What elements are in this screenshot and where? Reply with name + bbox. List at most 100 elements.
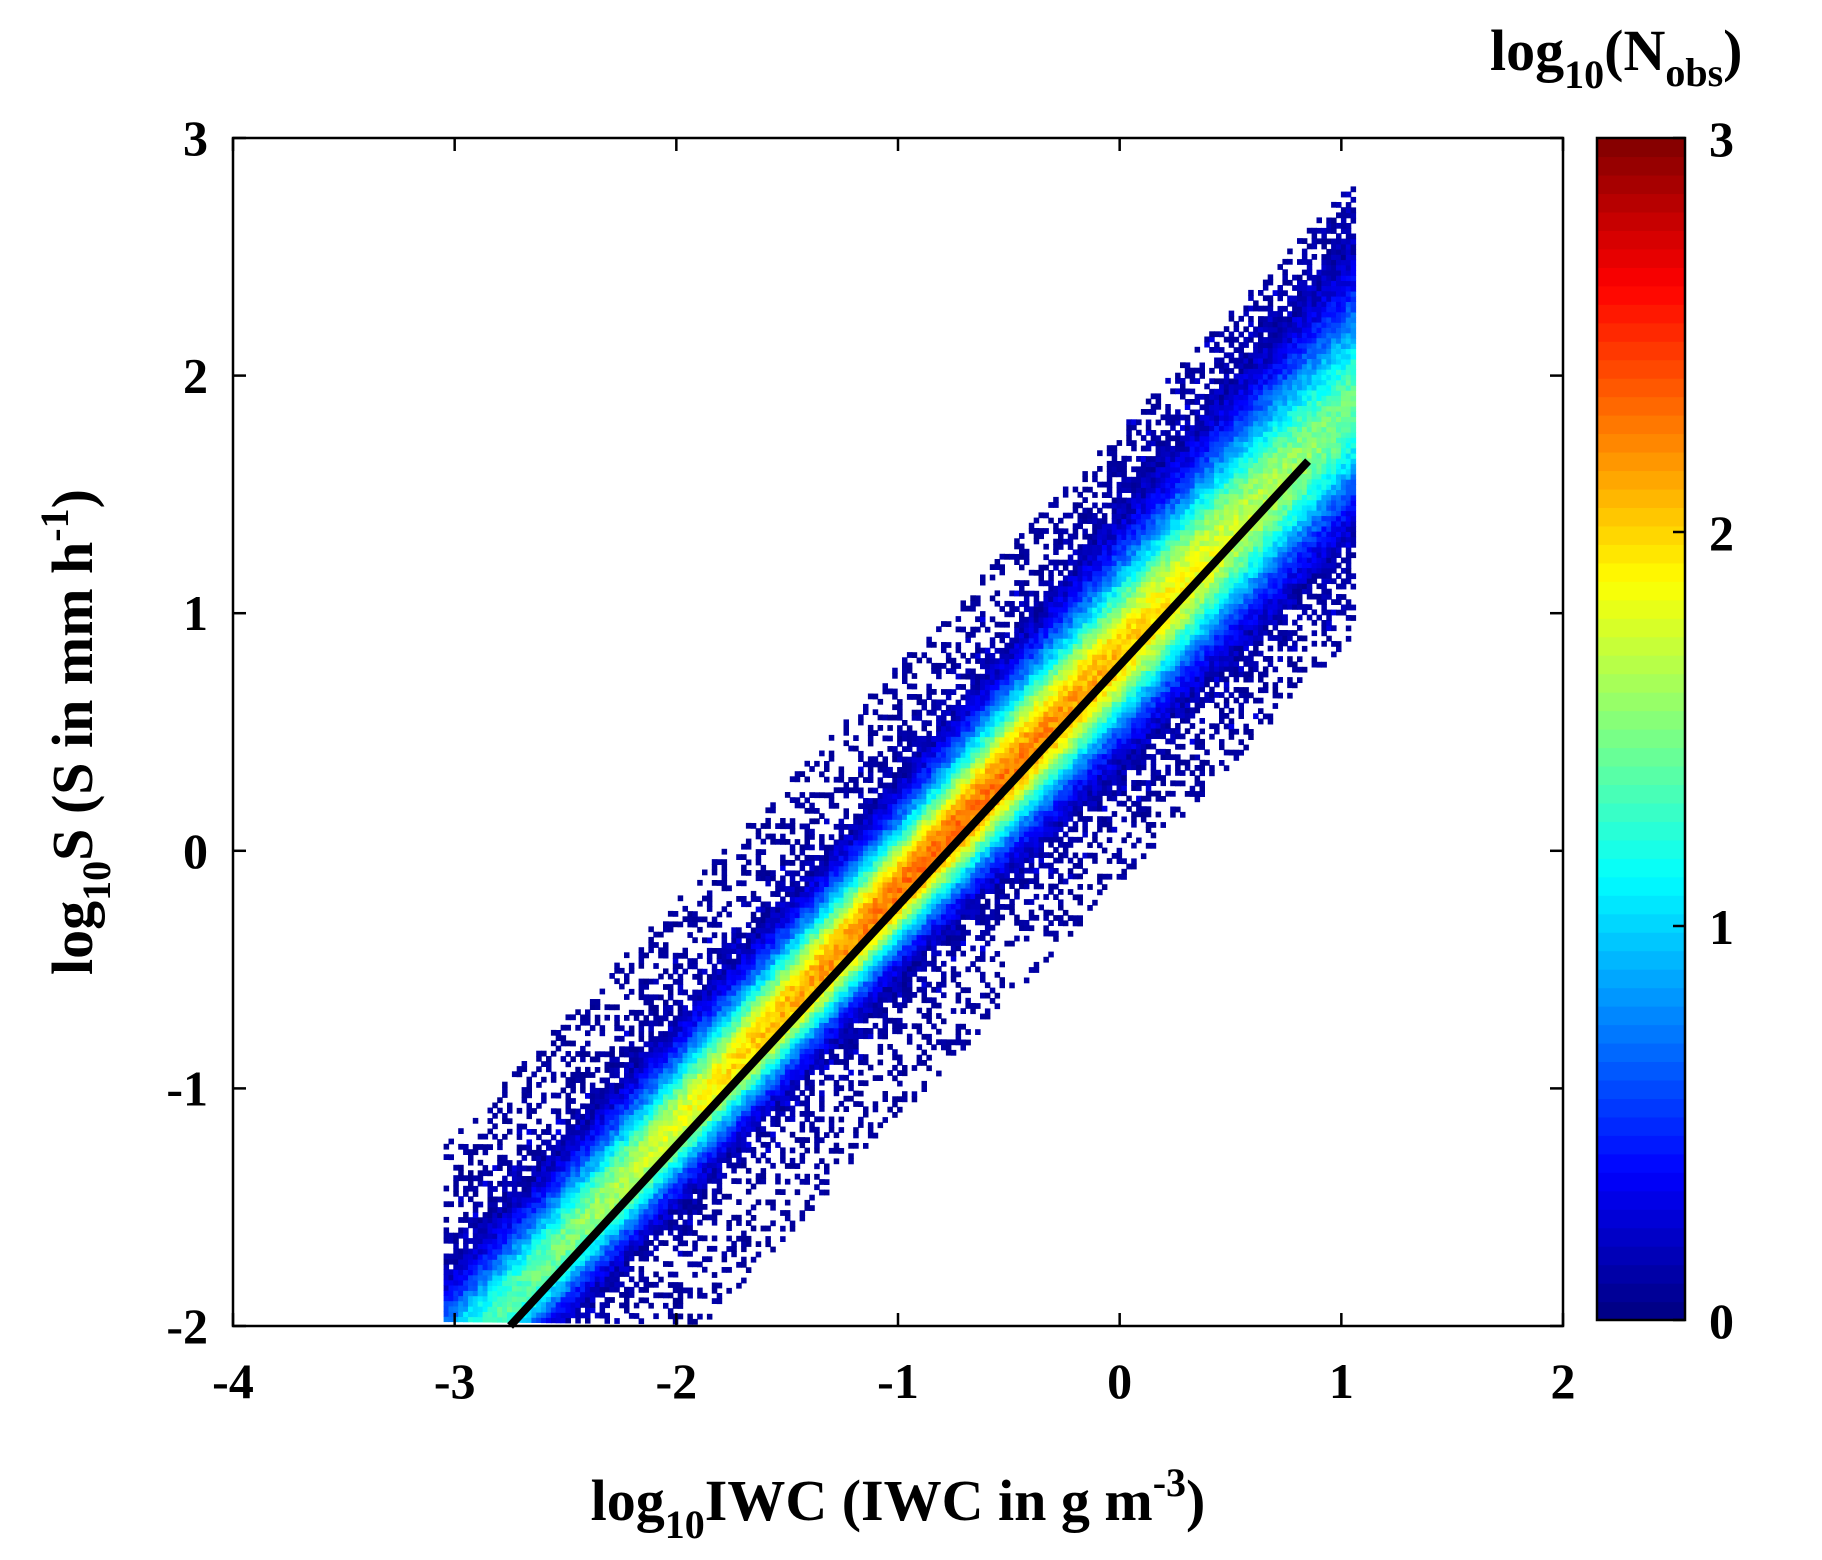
heatmap-cell <box>536 1212 542 1219</box>
heatmap-cell <box>906 908 913 915</box>
heatmap-cell <box>853 782 859 788</box>
heatmap-cell <box>760 1006 767 1012</box>
heatmap-cell <box>789 1225 796 1232</box>
heatmap-cell <box>897 808 903 815</box>
heatmap-cell <box>828 844 835 851</box>
heatmap-cell <box>833 1017 840 1024</box>
heatmap-cell <box>770 1115 776 1122</box>
heatmap-cell <box>541 1228 547 1235</box>
heatmap-cell <box>667 984 674 990</box>
heatmap-cell <box>814 907 820 914</box>
heatmap-cell <box>911 1065 918 1071</box>
heatmap-cell <box>682 1094 688 1100</box>
heatmap-cell <box>667 1130 674 1137</box>
heatmap-cell <box>804 938 810 945</box>
heatmap-cell <box>594 1208 601 1214</box>
heatmap-cell <box>916 694 923 700</box>
heatmap-cell <box>726 1246 732 1252</box>
heatmap-cell <box>877 944 884 951</box>
heatmap-cell <box>658 1046 664 1053</box>
heatmap-cell <box>663 1146 669 1152</box>
heatmap-cell <box>741 1277 747 1284</box>
heatmap-cell <box>921 699 927 706</box>
heatmap-cell <box>853 881 859 888</box>
heatmap-cell <box>926 683 932 690</box>
heatmap-cell <box>599 1135 606 1141</box>
heatmap-cell <box>882 871 888 878</box>
heatmap-cell <box>667 1073 674 1079</box>
heatmap-cell <box>765 1199 771 1206</box>
heatmap-cell <box>736 1220 742 1226</box>
heatmap-cell <box>775 1121 781 1127</box>
heatmap-cell <box>687 963 693 970</box>
heatmap-cell <box>892 913 898 920</box>
heatmap-cell <box>736 974 742 981</box>
heatmap-cell <box>682 1104 688 1111</box>
heatmap-cell <box>453 1316 459 1323</box>
heatmap-cell <box>692 973 698 980</box>
heatmap-cell <box>526 1296 532 1302</box>
heatmap-cell <box>482 1316 489 1323</box>
heatmap-cell <box>726 1000 732 1007</box>
heatmap-cell <box>804 1173 810 1180</box>
heatmap-cell <box>741 1246 747 1253</box>
heatmap-cell <box>711 1073 718 1080</box>
heatmap-cell <box>458 1175 464 1182</box>
heatmap-cell <box>550 1228 557 1235</box>
heatmap-cell <box>477 1248 484 1255</box>
heatmap-cell <box>872 829 879 836</box>
heatmap-cell <box>765 1100 771 1106</box>
heatmap-cell <box>653 1057 659 1063</box>
heatmap-cell <box>531 1306 537 1313</box>
heatmap-cell <box>824 959 830 966</box>
heatmap-cell <box>609 1187 615 1194</box>
heatmap-cell <box>853 1132 859 1139</box>
heatmap-cell <box>770 938 776 944</box>
heatmap-cell <box>692 1104 698 1111</box>
heatmap-cell <box>848 1085 854 1092</box>
heatmap-cell <box>658 1214 664 1220</box>
heatmap-cell <box>609 1182 615 1188</box>
heatmap-cell <box>658 1130 664 1137</box>
heatmap-cell <box>838 1127 845 1133</box>
heatmap-cell <box>628 1083 635 1089</box>
heatmap-cell <box>702 1089 708 1095</box>
heatmap-cell <box>819 1006 825 1013</box>
heatmap-cell <box>599 1182 606 1188</box>
heatmap-cell <box>472 1144 479 1150</box>
heatmap-cell <box>570 1098 576 1104</box>
heatmap-cell <box>741 1126 747 1132</box>
heatmap-cell <box>819 886 825 893</box>
heatmap-cell <box>507 1275 513 1281</box>
heatmap-cell <box>711 995 718 1001</box>
heatmap-cell <box>872 944 879 951</box>
heatmap-cell <box>824 855 830 861</box>
heatmap-cell <box>667 1057 674 1064</box>
heatmap-cell <box>882 824 888 831</box>
heatmap-cell <box>604 1119 610 1126</box>
heatmap-cell <box>716 1031 723 1038</box>
heatmap-cell <box>843 792 849 799</box>
heatmap-cell <box>692 916 698 923</box>
heatmap-cell <box>794 964 801 971</box>
heatmap-cell <box>736 1031 742 1038</box>
heatmap-cell <box>911 845 918 852</box>
heatmap-cell <box>443 1295 450 1302</box>
heatmap-cell <box>814 980 820 987</box>
heatmap-cell <box>570 1108 576 1115</box>
heatmap-cell <box>672 1093 679 1100</box>
heatmap-cell <box>863 813 869 820</box>
heatmap-cell <box>887 866 893 872</box>
heatmap-cell <box>784 886 791 892</box>
heatmap-cell <box>858 991 864 998</box>
heatmap-cell <box>711 1141 718 1148</box>
heatmap-cell <box>468 1149 474 1155</box>
heatmap-cell <box>775 912 781 918</box>
heatmap-cell <box>604 1145 610 1152</box>
heatmap-cell <box>926 793 932 800</box>
heatmap-cell <box>804 1079 810 1086</box>
heatmap-cell <box>624 1119 630 1126</box>
heatmap-cell <box>906 824 913 831</box>
heatmap-cell <box>604 1082 610 1089</box>
heatmap-cell <box>692 1099 698 1106</box>
